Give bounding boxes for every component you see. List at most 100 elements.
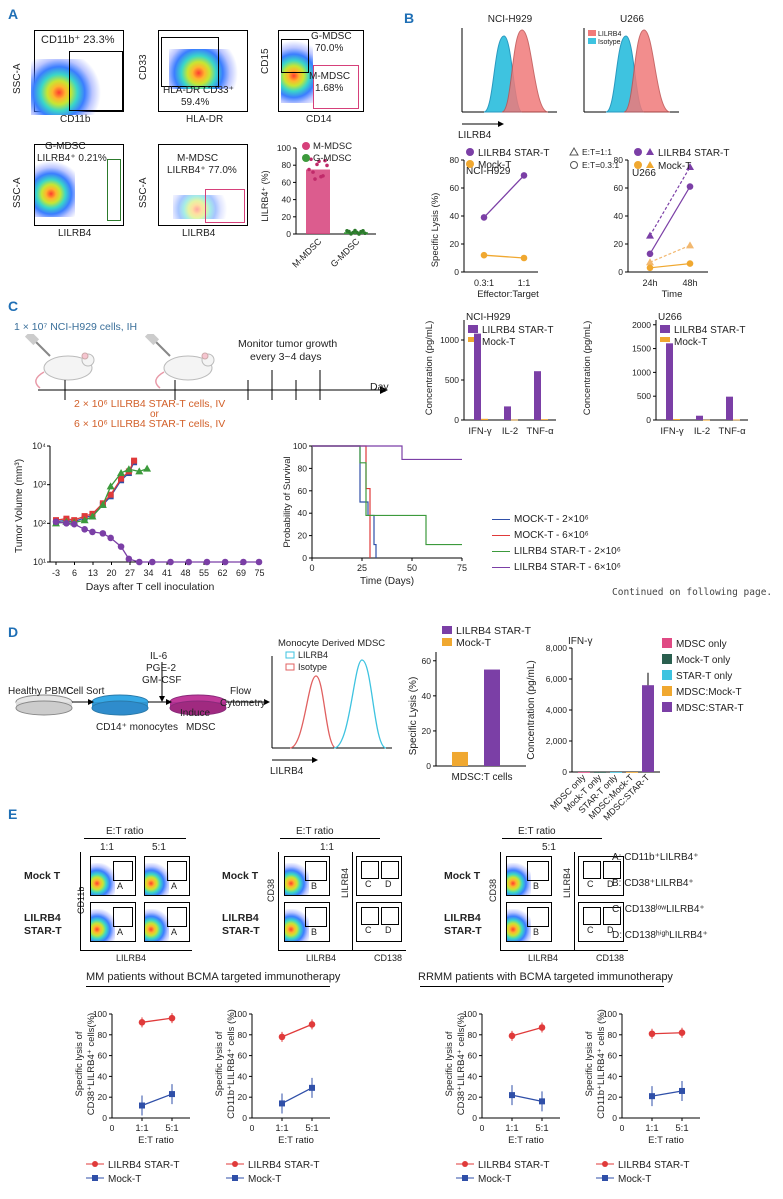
x-label: E:T ratio — [278, 1135, 314, 1146]
panel-letter-b: B — [404, 10, 415, 26]
axis-label-y: CD15 — [260, 48, 271, 74]
legend-swatch — [442, 626, 452, 634]
label-flow: Flow — [230, 686, 252, 697]
gate-letter: B — [311, 927, 318, 937]
gate-letter: D — [385, 879, 392, 889]
y-label: Probability of Survival — [282, 456, 293, 547]
category-label: 1:1 — [135, 1123, 148, 1134]
gate-letter: B — [533, 927, 540, 937]
axis-line — [278, 852, 279, 950]
chart-title: U266 — [632, 168, 656, 179]
legend-swatch — [285, 663, 295, 671]
axis-label-x: LILRB4 — [58, 228, 92, 239]
legend-label: Mock-T — [456, 637, 492, 649]
tick-label: 80 — [468, 1030, 478, 1040]
survival-legend: MOCK-T - 2×10⁶ MOCK-T - 6×10⁶ LILRB4 STA… — [492, 514, 752, 578]
gate-letter: D — [607, 925, 614, 935]
gate-definition-a: A: CD11b⁺LILRB4⁺ — [612, 852, 699, 863]
category-label: IFN-γ — [468, 426, 491, 437]
data-point — [139, 1102, 145, 1109]
flow-density — [173, 195, 233, 219]
data-point — [118, 475, 125, 482]
data-point — [686, 163, 694, 170]
axis-line — [500, 950, 576, 951]
legend-label: Mock-T — [618, 1174, 651, 1185]
y-label: Specific lysis of — [584, 1031, 595, 1096]
tick-label: 60 — [422, 656, 432, 666]
flow-plot-cd33: HLA-DR CD33⁺ 59.4% — [158, 30, 248, 112]
data-point — [678, 1029, 686, 1037]
tick-label: 20 — [422, 726, 432, 736]
legend-label: LILRB4 — [298, 650, 328, 660]
x-label: Effector:Target — [477, 289, 539, 300]
data-point — [321, 174, 325, 178]
category-label: 5:1 — [535, 1123, 548, 1134]
bar — [642, 685, 654, 772]
legend-marker — [462, 1175, 468, 1181]
gate-lilrb4 — [107, 159, 121, 221]
category-label: 1:1 — [645, 1123, 658, 1134]
chart-title: NCI-H929 — [466, 166, 511, 177]
panel-letter-a: A — [8, 6, 19, 22]
category-label: M-MDSC — [290, 236, 324, 270]
category-label: TNF-α — [526, 426, 554, 437]
tick-label: 0 — [618, 267, 623, 277]
monitor-label-1: Monitor tumor growth — [238, 338, 338, 350]
tick-label: 60 — [98, 1051, 108, 1061]
tick-label: 20 — [98, 1092, 108, 1102]
hist-x-label: LILRB4 — [458, 130, 492, 141]
tick-label: 0 — [454, 415, 459, 425]
legend-label: LILRB4 STAR-T — [108, 1160, 180, 1171]
data-point — [52, 518, 60, 526]
flow-a-star-1-1: A — [90, 902, 136, 942]
data-point — [648, 1030, 656, 1038]
y-label: LILRB4⁺ (%) — [260, 170, 270, 221]
chart-tumor-volume: 10¹ 10² 10³ 10⁴ -3 6 13 20 27 34 41 48 55 62 69 75 Tumor… — [14, 441, 265, 593]
chart-title: IFN-γ — [568, 636, 592, 647]
legend-item-star6: LILRB4 STAR-T - 6×10⁶ — [492, 562, 752, 578]
gate-g-mdsc — [281, 39, 309, 73]
legend-marker — [466, 160, 474, 168]
tick-label: 60 — [450, 183, 460, 193]
axis-label-x: CD138 — [374, 953, 403, 963]
bar-M-MDSC — [306, 169, 330, 234]
chart-survival: 0 20 40 60 80 100 0 25 50 75 Probability of Surviv… — [282, 441, 467, 586]
tick-label: 20 — [106, 568, 116, 578]
tick-label: 60 — [614, 183, 624, 193]
tick-label: 40 — [608, 1071, 618, 1081]
data-point — [81, 526, 88, 533]
x-label: MDSC:T cells — [452, 772, 513, 780]
data-point — [125, 555, 133, 563]
tick-label: 0 — [286, 229, 291, 239]
category-label: IL-2 — [502, 426, 518, 437]
category-label: IL-2 — [694, 426, 710, 437]
bar — [696, 415, 703, 420]
y-label: CD11b⁺LILRB4⁺ cells (%) — [226, 1009, 237, 1119]
data-point — [63, 520, 70, 527]
label-gmcsf: GM-CSF — [142, 675, 182, 686]
data-point — [70, 520, 78, 528]
chart-d-ifn: 0 2,000 4,000 6,000 8,000 Concentration (pg/m… — [526, 636, 744, 822]
dose-label-1: 2 × 10⁶ LILRB4 STAR-T cells, IV — [74, 398, 226, 410]
tick-label: 100 — [293, 441, 307, 451]
legend-line — [492, 550, 510, 553]
legend-swatch — [468, 337, 478, 342]
x-label: E:T ratio — [508, 1135, 544, 1146]
flow-a-mock-5-1: A — [144, 856, 190, 896]
legend-swatch — [588, 30, 596, 36]
y-label: CD38⁺LILRB4⁺ cells(%) — [86, 1013, 97, 1115]
flow-b-mock: B — [506, 856, 552, 896]
axis-label-y: LILRB4 — [340, 867, 350, 898]
dose-or: or — [150, 409, 159, 420]
y-label: Concentration (pg/mL) — [526, 660, 537, 760]
legend-label: LILRB4 STAR-T — [658, 148, 730, 159]
bar — [610, 772, 622, 773]
legend-label: LILRB4 STAR-T - 2×10⁶ — [514, 546, 621, 557]
category-label: G-MDSC — [329, 236, 362, 269]
row-label-mock: Mock T — [24, 870, 61, 882]
tick-label: 20 — [468, 1092, 478, 1102]
plot-title: G-MDSC — [45, 141, 86, 152]
data-point — [221, 558, 229, 566]
